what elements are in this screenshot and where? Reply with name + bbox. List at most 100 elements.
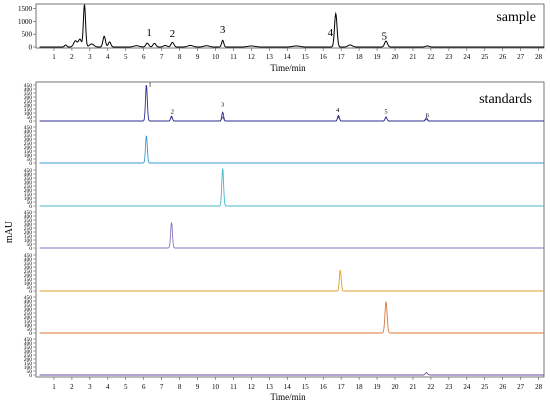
- sample-x-tick-label: 10: [212, 53, 220, 61]
- standards-peak-label: 4: [336, 107, 340, 114]
- sample-x-tick-label: 4: [106, 53, 110, 61]
- standards-peak-label: 2: [171, 108, 174, 115]
- sample-x-tick-label: 16: [320, 53, 328, 61]
- standards-y-tick-label: 150: [24, 149, 33, 155]
- standards-y-tick-label: 250: [24, 353, 33, 359]
- sample-x-tick-label: 28: [535, 53, 543, 61]
- standards-y-tick-label: 50: [27, 115, 33, 121]
- standards-y-tick-label: 400: [24, 214, 33, 220]
- sample-x-tick-label: 14: [284, 53, 292, 61]
- standards-x-tick-label: 22: [427, 383, 435, 391]
- standards-y-tick-label: 400: [24, 341, 33, 347]
- standards-y-tick-label: 300: [24, 265, 33, 271]
- sample-y-tick-label: 0: [29, 44, 33, 52]
- standards-y-tick-label: 200: [24, 315, 33, 321]
- standards-y-tick-label: 100: [24, 196, 33, 202]
- standards-y-tick-label: 250: [24, 269, 33, 275]
- sample-y-tick-label: 500: [22, 31, 33, 39]
- standards-y-tick-label: 150: [24, 361, 33, 367]
- standards-y-tick-label: 350: [24, 218, 33, 224]
- sample-peak-labels: 1 2 3 4 5: [146, 24, 387, 42]
- sample-x-tick-label: 22: [427, 53, 435, 61]
- standards-peak-marker: [168, 116, 175, 122]
- standards-trace-3: [39, 168, 544, 207]
- standards-y-tick-label: 100: [24, 153, 33, 159]
- sample-x-tick-label: 6: [142, 53, 146, 61]
- standards-y-tick-label: 350: [24, 133, 33, 139]
- standards-y-tick-label: 450: [24, 337, 33, 343]
- sample-peak-label: 1: [146, 27, 152, 39]
- sample-x-tick-label: 26: [499, 53, 507, 61]
- standards-x-tick-label: 27: [517, 383, 525, 391]
- standards-y-tick-label: 250: [24, 141, 33, 147]
- standards-y-tick-label: 250: [24, 99, 33, 105]
- sample-x-tick-label: 13: [266, 53, 274, 61]
- sample-x-tick-label: 27: [517, 53, 525, 61]
- standards-x-tick-label: 26: [499, 383, 507, 391]
- standards-y-tick-label: 350: [24, 91, 33, 97]
- sample-x-tick-label: 12: [248, 53, 256, 61]
- sample-x-tick-label: 11: [230, 53, 237, 61]
- sample-peak-label: 4: [328, 27, 334, 39]
- standards-x-tick-label: 17: [338, 383, 346, 391]
- standards-peak-label: 5: [384, 108, 387, 115]
- standards-y-tick-label: 450: [24, 83, 33, 89]
- sample-x-tick-label: 2: [70, 53, 74, 61]
- sample-x-tick-label: 25: [481, 53, 489, 61]
- standards-y-tick-label: 50: [27, 369, 33, 375]
- sample-x-axis-label: Time/min: [270, 63, 306, 73]
- sample-x-tick-label: 15: [302, 53, 310, 61]
- sample-y-tick-label: 1500: [18, 5, 33, 13]
- standards-trace-4: [39, 222, 544, 249]
- standards-y-axis: 0501001502002503003504004500501001502002…: [24, 83, 36, 379]
- sample-x-tick-label: 21: [409, 53, 417, 61]
- standards-x-tick-label: 4: [106, 383, 110, 391]
- standards-trace-5: [39, 270, 544, 292]
- standards-y-tick-label: 0: [29, 373, 32, 379]
- standards-y-tick-label: 100: [24, 323, 33, 329]
- sample-x-tick-label: 24: [463, 53, 471, 61]
- standards-x-tick-label: 15: [302, 383, 310, 391]
- standards-peak-marker: [383, 116, 389, 122]
- sample-peak-label: 5: [381, 30, 387, 42]
- standards-x-tick-label: 28: [535, 383, 543, 391]
- standards-y-tick-label: 100: [24, 281, 33, 287]
- standards-x-tick-label: 14: [284, 383, 292, 391]
- standards-x-axis: 1 2 3 4 5 6 7 8 9 10 11 12 13 14 15 16 17 18 19 20 21 22 23 24 2…: [52, 377, 543, 391]
- standards-y-tick-label: 100: [24, 365, 33, 371]
- standards-y-tick-label: 200: [24, 188, 33, 194]
- standards-y-tick-label: 0: [29, 161, 32, 167]
- standards-y-tick-label: 150: [24, 234, 33, 240]
- standards-y-tick-label: 450: [24, 253, 33, 259]
- sample-x-axis: 1 2 3 4 5 6 7 8 9 10 11 12 13 14 15 16 17 18 19 20 21 22 23 24 2…: [52, 48, 543, 61]
- standards-x-tick-label: 23: [445, 383, 453, 391]
- sample-x-tick-label: 9: [196, 53, 200, 61]
- sample-x-tick-label: 19: [374, 53, 382, 61]
- standards-y-tick-label: 200: [24, 103, 33, 109]
- sample-panel-frame: [35, 3, 545, 49]
- standards-y-tick-label: 350: [24, 345, 33, 351]
- standards-x-tick-label: 11: [230, 383, 237, 391]
- standards-y-tick-label: 300: [24, 95, 33, 101]
- standards-y-tick-label: 0: [29, 246, 32, 252]
- sample-x-tick-label: 1: [52, 53, 56, 61]
- sample-x-tick-label: 23: [445, 53, 453, 61]
- standards-y-tick-label: 100: [24, 111, 33, 117]
- standards-title: standards: [479, 92, 532, 107]
- standards-x-tick-label: 5: [124, 383, 128, 391]
- standards-x-tick-label: 3: [88, 383, 92, 391]
- standards-y-tick-label: 100: [24, 238, 33, 244]
- standards-y-tick-label: 50: [27, 200, 33, 206]
- standards-x-tick-label: 18: [356, 383, 364, 391]
- standards-y-tick-label: 0: [29, 331, 32, 337]
- sample-title: sample: [496, 10, 536, 25]
- standards-y-tick-label: 150: [24, 107, 33, 113]
- standards-x-tick-label: 10: [212, 383, 220, 391]
- standards-trace-2: [39, 135, 544, 164]
- sample-x-tick-label: 5: [124, 53, 128, 61]
- standards-y-tick-label: 250: [24, 226, 33, 232]
- sample-x-tick-label: 7: [160, 53, 164, 61]
- standards-x-tick-label: 16: [320, 383, 328, 391]
